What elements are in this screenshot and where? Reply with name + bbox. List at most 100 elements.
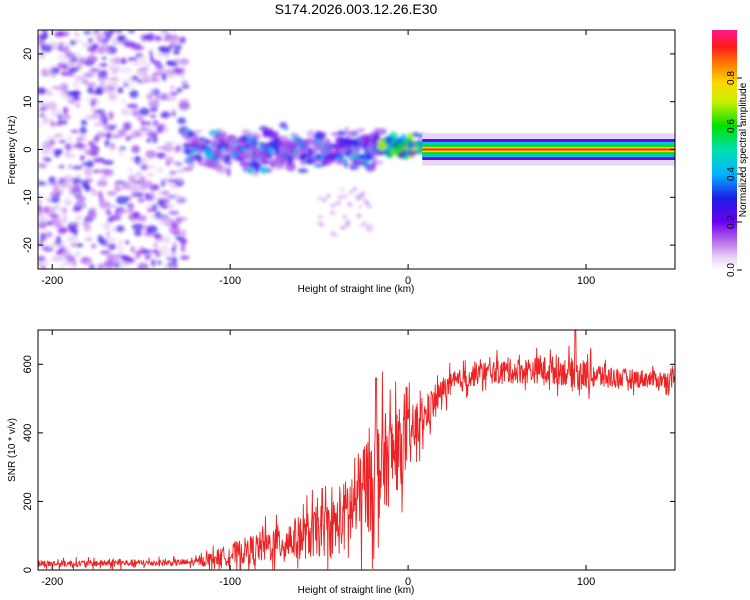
spectrogram-cell <box>356 213 362 218</box>
spectrogram-cell <box>155 235 165 242</box>
spectrogram-cell <box>109 204 118 208</box>
spectrogram-cell <box>128 168 133 172</box>
snr-line <box>38 330 675 570</box>
spectrogram-cell <box>70 189 77 193</box>
spectrogram-cell <box>293 149 298 158</box>
spectrogram-cell <box>281 140 292 144</box>
spectrogram-cell <box>117 245 124 254</box>
spectrogram-cell <box>38 261 43 267</box>
spectrogram-cell <box>137 215 148 222</box>
spectrogram-cell <box>225 153 231 160</box>
spectrogram-cell <box>43 101 55 110</box>
spectrogram-cell <box>160 252 170 256</box>
spectrogram-cell <box>146 226 152 234</box>
spectrogram-cell <box>65 95 74 103</box>
spectrogram-cell <box>99 112 108 118</box>
spectrogram-cell <box>43 183 52 188</box>
spectrogram-cell <box>357 159 364 165</box>
spectrogram-cell <box>368 227 374 232</box>
spectrogram-cell <box>109 214 122 221</box>
spectrogram-cell <box>160 30 169 35</box>
spectrogram-cell <box>137 198 146 203</box>
spectrogram-cell <box>333 142 345 150</box>
spectrogram-cell <box>75 214 83 223</box>
spectrogram-cell <box>97 263 104 269</box>
spectrogram-cell <box>345 220 351 225</box>
spectrogram-cell <box>136 78 142 83</box>
spectrogram-cell <box>331 132 339 136</box>
spectrogram-cell <box>400 133 407 143</box>
spectrogram-cell <box>57 119 68 125</box>
spectrogram-cell <box>63 174 74 183</box>
spectrogram-cell <box>315 155 323 160</box>
snr-y-tick-label: 200 <box>22 492 34 510</box>
spectrogram-cell <box>46 68 51 73</box>
spectrogram-cell <box>351 139 360 148</box>
spectrogram-cell <box>59 208 68 214</box>
spectrogram-cell <box>39 51 45 59</box>
spectrogram-cell <box>367 152 372 156</box>
spectrogram-cell <box>83 223 92 232</box>
spectrogram-cell <box>157 260 162 265</box>
spectrogram-cell <box>48 210 55 216</box>
spectrogram-cell <box>83 71 96 77</box>
spectrogram-cell <box>94 109 106 114</box>
spectrogram-cell <box>354 194 360 199</box>
spectrogram-cell <box>51 217 62 225</box>
spectrogram-cell <box>154 35 162 42</box>
spectrogram-cell <box>168 34 179 41</box>
colorbar: 0.0 0.2 0.4 0.6 0.8 Normalized spectral ampl… <box>712 30 749 277</box>
spectrogram-cell <box>123 108 132 117</box>
spectrogram-cell <box>56 148 64 155</box>
spectrogram-x-ticks: -200 -100 0 100 <box>41 30 595 287</box>
spectrogram-cell <box>156 191 164 196</box>
spectrogram-cell <box>340 225 346 230</box>
spectrogram-cell <box>84 149 96 156</box>
spectrogram-cell <box>149 190 155 199</box>
spectrogram-cell <box>162 127 170 132</box>
spectrogram-cell <box>159 213 171 222</box>
spectrogram-cell <box>105 231 111 238</box>
spectrogram-cell <box>84 168 93 178</box>
spectrogram-cell <box>62 106 69 116</box>
spectrogram-cell <box>93 157 106 163</box>
spectrogram-cell <box>171 247 176 252</box>
spectrogram-cell <box>107 127 116 131</box>
snr-series-snr <box>38 330 675 570</box>
spectrogram-cell <box>192 142 197 146</box>
spectrogram-cell <box>45 196 52 201</box>
spectrogram-cell <box>71 177 83 185</box>
spectrogram-cell <box>74 39 83 44</box>
spectrogram-cell <box>170 85 175 91</box>
spectrogram-cell <box>61 250 71 258</box>
spectrogram-cell <box>72 206 82 213</box>
spectrogram-cell <box>349 166 360 170</box>
spectrogram-cell <box>313 163 326 168</box>
spectrogram-cell <box>75 102 81 109</box>
spectrogram-cell <box>387 151 393 159</box>
spectrogram-cell <box>344 223 350 228</box>
spectrogram-cell <box>169 170 177 175</box>
spectrogram-cell <box>99 63 108 67</box>
spectrogram-cell <box>335 201 341 205</box>
spectrogram-cell <box>137 262 149 269</box>
spectrogram-cell <box>38 122 42 128</box>
spectrogram-cell <box>212 149 222 154</box>
spectrogram-cell <box>155 52 167 59</box>
spectrogram-cell <box>172 161 182 165</box>
spectrogram-cell <box>90 243 97 249</box>
spectrogram-cell <box>133 193 146 197</box>
spectrogram-cell <box>163 193 172 200</box>
spectrogram-cell <box>325 193 331 198</box>
spectrogram-cell <box>196 157 203 162</box>
snr-y-axis-title: SNR (10 * v/v) <box>7 418 18 482</box>
spectrogram-cell <box>96 131 107 139</box>
spectrogram-cell <box>131 109 140 117</box>
spectrogram-cell <box>306 140 311 147</box>
spectrogram-cell <box>150 134 155 140</box>
spectrogram-cell <box>196 146 203 154</box>
spectrogram-cell <box>81 42 94 48</box>
spectrogram-y-tick-label: -20 <box>22 237 34 253</box>
spectrogram-cell <box>45 244 53 249</box>
spectrogram-cell <box>172 231 182 236</box>
